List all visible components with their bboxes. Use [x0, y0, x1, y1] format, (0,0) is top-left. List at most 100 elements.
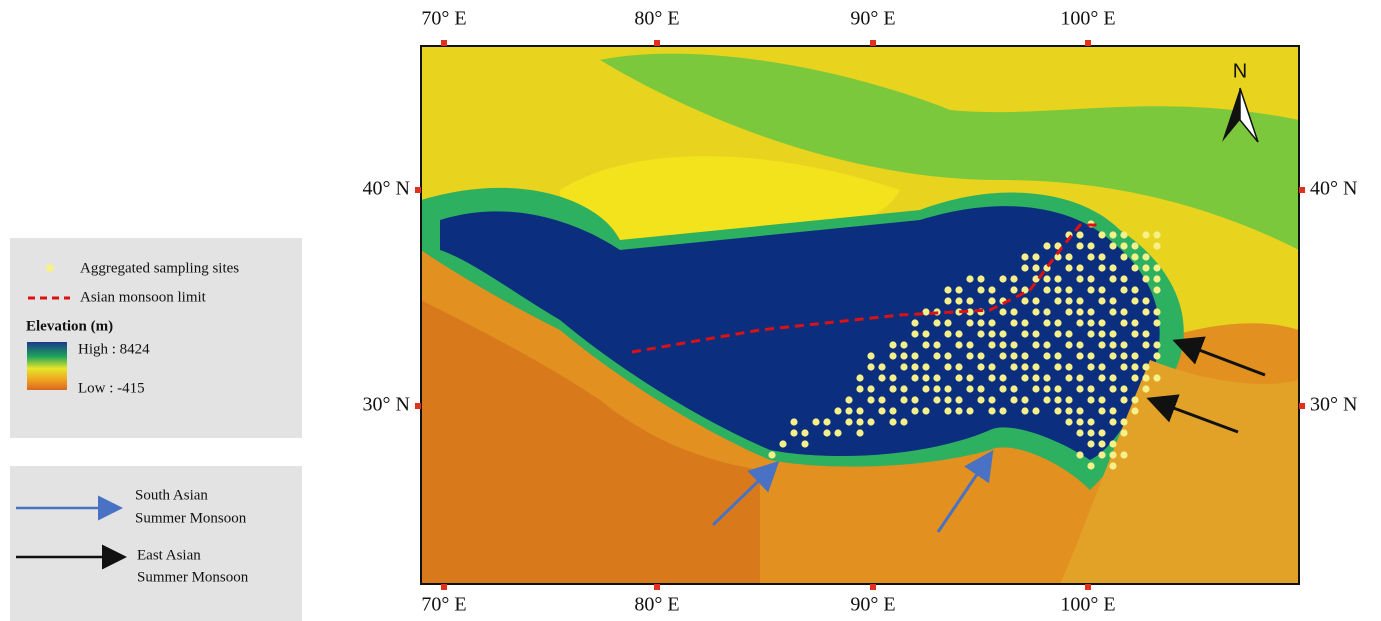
sampling-site	[966, 297, 973, 304]
sampling-site	[790, 429, 797, 436]
sampling-site	[1098, 440, 1105, 447]
south-asian-label: Summer Monsoon	[135, 510, 247, 526]
sampling-site	[1153, 242, 1160, 249]
sampling-site	[878, 374, 885, 381]
sampling-site	[1153, 352, 1160, 359]
sampling-site	[1087, 385, 1094, 392]
sampling-site	[933, 374, 940, 381]
sampling-site	[834, 429, 841, 436]
sampling-site	[1021, 330, 1028, 337]
sampling-site	[955, 396, 962, 403]
sampling-site	[999, 341, 1006, 348]
sampling-site	[1109, 341, 1116, 348]
bottom-label: 90° E	[850, 594, 895, 616]
sampling-site	[878, 363, 885, 370]
sampling-site	[1032, 385, 1039, 392]
sampling-site	[966, 319, 973, 326]
sampling-site	[1032, 297, 1039, 304]
sampling-site	[911, 363, 918, 370]
sampling-site	[911, 319, 918, 326]
sampling-site	[889, 374, 896, 381]
sampling-site	[1131, 253, 1138, 260]
sampling-site	[1087, 275, 1094, 282]
sampling-site	[823, 418, 830, 425]
sampling-site	[1131, 363, 1138, 370]
sampling-site	[1032, 330, 1039, 337]
right-label: 30° N	[1310, 394, 1357, 416]
sampling-site	[834, 407, 841, 414]
sampling-site	[1120, 396, 1127, 403]
sampling-site	[856, 429, 863, 436]
sampling-site	[1010, 275, 1017, 282]
sampling-site	[1021, 319, 1028, 326]
sampling-site	[1054, 319, 1061, 326]
sampling-site	[955, 297, 962, 304]
sampling-site	[1021, 297, 1028, 304]
sampling-site	[1153, 264, 1160, 271]
sampling-site	[1087, 440, 1094, 447]
sampling-site	[911, 374, 918, 381]
sampling-site	[1142, 275, 1149, 282]
sampling-site	[1098, 363, 1105, 370]
sampling-site	[889, 418, 896, 425]
bottom-label: 100° E	[1060, 594, 1115, 616]
sampling-site	[933, 396, 940, 403]
sampling-site	[1065, 264, 1072, 271]
sampling-site	[1010, 308, 1017, 315]
sampling-site	[889, 407, 896, 414]
sampling-site	[1043, 308, 1050, 315]
sampling-site	[1010, 363, 1017, 370]
sampling-site	[1120, 352, 1127, 359]
sampling-site	[1098, 451, 1105, 458]
site-symbol	[46, 264, 54, 272]
sampling-site	[1109, 231, 1116, 238]
sampling-site	[1109, 264, 1116, 271]
sampling-site	[966, 275, 973, 282]
sampling-site	[1010, 396, 1017, 403]
sampling-site	[1109, 297, 1116, 304]
sampling-site	[944, 385, 951, 392]
sampling-site	[1032, 264, 1039, 271]
left-label: 40° N	[363, 178, 410, 200]
elevation-map	[421, 46, 1299, 584]
sampling-site	[999, 374, 1006, 381]
tick	[415, 187, 421, 193]
sampling-site	[1142, 374, 1149, 381]
sampling-site	[856, 385, 863, 392]
sampling-site	[900, 363, 907, 370]
sampling-site	[1142, 341, 1149, 348]
sampling-site	[1131, 264, 1138, 271]
sampling-site	[1153, 308, 1160, 315]
sampling-site	[823, 429, 830, 436]
sampling-site	[1076, 242, 1083, 249]
sampling-site	[1109, 440, 1116, 447]
sampling-site	[1087, 308, 1094, 315]
sampling-site	[768, 451, 775, 458]
sampling-site	[1109, 352, 1116, 359]
sampling-site	[1076, 374, 1083, 381]
sampling-site	[1076, 418, 1083, 425]
sampling-site	[966, 385, 973, 392]
sampling-site	[1098, 341, 1105, 348]
sampling-site	[1043, 319, 1050, 326]
legend-monsoon-limit: Asian monsoon limit	[80, 289, 207, 305]
sampling-site	[1153, 275, 1160, 282]
sampling-site	[1076, 451, 1083, 458]
sampling-site	[1043, 286, 1050, 293]
sampling-site	[1131, 352, 1138, 359]
sampling-site	[1032, 374, 1039, 381]
sampling-site	[1109, 407, 1116, 414]
sampling-site	[1065, 297, 1072, 304]
tick	[441, 40, 447, 46]
sampling-site	[966, 374, 973, 381]
sampling-site	[878, 407, 885, 414]
sampling-site	[955, 363, 962, 370]
sampling-site	[1098, 374, 1105, 381]
sampling-site	[867, 396, 874, 403]
sampling-site	[1065, 407, 1072, 414]
sampling-site	[1153, 286, 1160, 293]
sampling-site	[999, 275, 1006, 282]
sampling-site	[911, 352, 918, 359]
sampling-site	[1087, 253, 1094, 260]
sampling-site	[1087, 352, 1094, 359]
